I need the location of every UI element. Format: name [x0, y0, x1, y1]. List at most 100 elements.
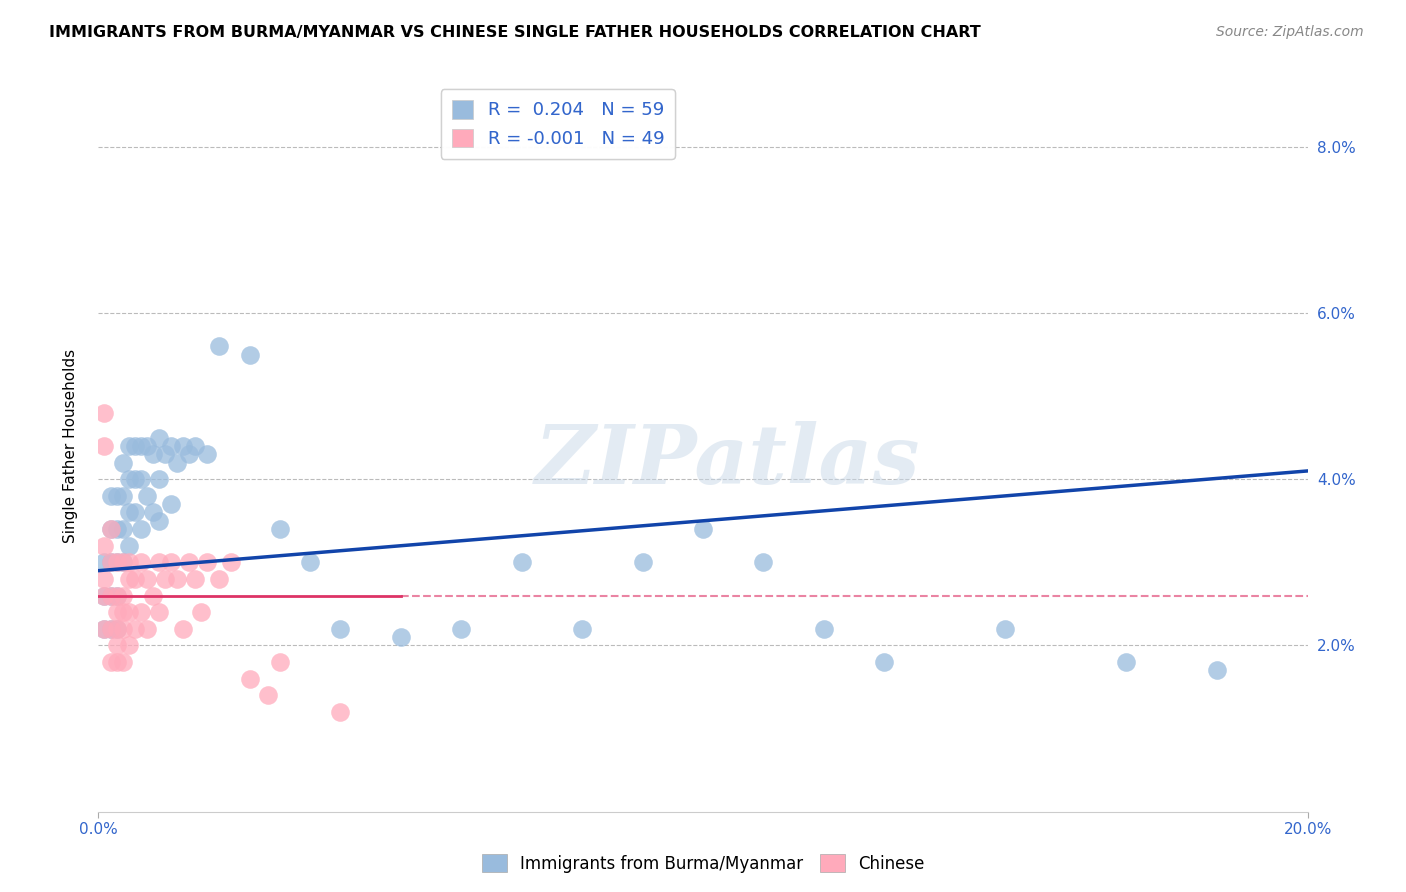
- Point: [118, 555, 141, 569]
- Point: [111, 489, 134, 503]
- Point: [153, 447, 176, 461]
- Point: [111, 555, 134, 569]
- Legend: R =  0.204   N = 59, R = -0.001   N = 49: R = 0.204 N = 59, R = -0.001 N = 49: [440, 89, 675, 159]
- Point: [1115, 655, 1137, 669]
- Point: [160, 555, 183, 569]
- Point: [129, 472, 152, 486]
- Point: [93, 622, 115, 636]
- Text: Source: ZipAtlas.com: Source: ZipAtlas.com: [1216, 25, 1364, 39]
- Point: [100, 522, 122, 536]
- Point: [124, 472, 146, 486]
- Point: [148, 472, 170, 486]
- Point: [184, 572, 207, 586]
- Point: [129, 439, 152, 453]
- Point: [994, 622, 1017, 636]
- Point: [510, 555, 533, 569]
- Point: [329, 622, 352, 636]
- Point: [148, 514, 170, 528]
- Text: IMMIGRANTS FROM BURMA/MYANMAR VS CHINESE SINGLE FATHER HOUSEHOLDS CORRELATION CH: IMMIGRANTS FROM BURMA/MYANMAR VS CHINESE…: [49, 25, 981, 40]
- Point: [111, 456, 134, 470]
- Point: [142, 589, 165, 603]
- Point: [1206, 664, 1229, 678]
- Point: [692, 522, 714, 536]
- Point: [111, 589, 134, 603]
- Point: [124, 572, 146, 586]
- Point: [179, 447, 201, 461]
- Point: [148, 431, 170, 445]
- Point: [105, 639, 128, 653]
- Point: [105, 489, 128, 503]
- Point: [118, 439, 141, 453]
- Point: [221, 555, 243, 569]
- Point: [93, 622, 115, 636]
- Point: [93, 439, 115, 453]
- Point: [111, 655, 134, 669]
- Point: [105, 589, 128, 603]
- Point: [124, 506, 146, 520]
- Point: [93, 589, 115, 603]
- Point: [813, 622, 835, 636]
- Point: [195, 447, 218, 461]
- Point: [172, 622, 194, 636]
- Point: [111, 605, 134, 619]
- Point: [160, 439, 183, 453]
- Point: [631, 555, 654, 569]
- Point: [118, 539, 141, 553]
- Point: [299, 555, 322, 569]
- Point: [135, 439, 157, 453]
- Legend: Immigrants from Burma/Myanmar, Chinese: Immigrants from Burma/Myanmar, Chinese: [475, 847, 931, 880]
- Point: [184, 439, 207, 453]
- Point: [873, 655, 896, 669]
- Point: [142, 447, 165, 461]
- Point: [166, 572, 188, 586]
- Point: [118, 639, 141, 653]
- Point: [179, 555, 201, 569]
- Point: [571, 622, 593, 636]
- Point: [160, 497, 183, 511]
- Point: [195, 555, 218, 569]
- Point: [269, 522, 291, 536]
- Point: [153, 572, 176, 586]
- Point: [124, 439, 146, 453]
- Point: [142, 506, 165, 520]
- Point: [105, 655, 128, 669]
- Point: [93, 539, 115, 553]
- Y-axis label: Single Father Households: Single Father Households: [63, 349, 77, 543]
- Point: [389, 630, 412, 644]
- Point: [100, 589, 122, 603]
- Point: [256, 689, 278, 703]
- Point: [100, 555, 122, 569]
- Point: [105, 589, 128, 603]
- Point: [111, 522, 134, 536]
- Point: [208, 339, 231, 353]
- Point: [118, 506, 141, 520]
- Point: [148, 605, 170, 619]
- Point: [118, 605, 141, 619]
- Point: [208, 572, 231, 586]
- Point: [93, 555, 115, 569]
- Point: [105, 622, 128, 636]
- Point: [135, 572, 157, 586]
- Point: [100, 622, 122, 636]
- Point: [124, 622, 146, 636]
- Point: [129, 522, 152, 536]
- Point: [129, 555, 152, 569]
- Point: [100, 622, 122, 636]
- Point: [93, 406, 115, 420]
- Point: [100, 522, 122, 536]
- Point: [100, 555, 122, 569]
- Point: [190, 605, 212, 619]
- Point: [148, 555, 170, 569]
- Point: [129, 605, 152, 619]
- Point: [239, 347, 262, 362]
- Point: [135, 489, 157, 503]
- Point: [93, 589, 115, 603]
- Point: [105, 555, 128, 569]
- Point: [100, 489, 122, 503]
- Point: [172, 439, 194, 453]
- Point: [329, 705, 352, 719]
- Point: [269, 655, 291, 669]
- Point: [105, 522, 128, 536]
- Point: [752, 555, 775, 569]
- Text: ZIPatlas: ZIPatlas: [534, 421, 920, 500]
